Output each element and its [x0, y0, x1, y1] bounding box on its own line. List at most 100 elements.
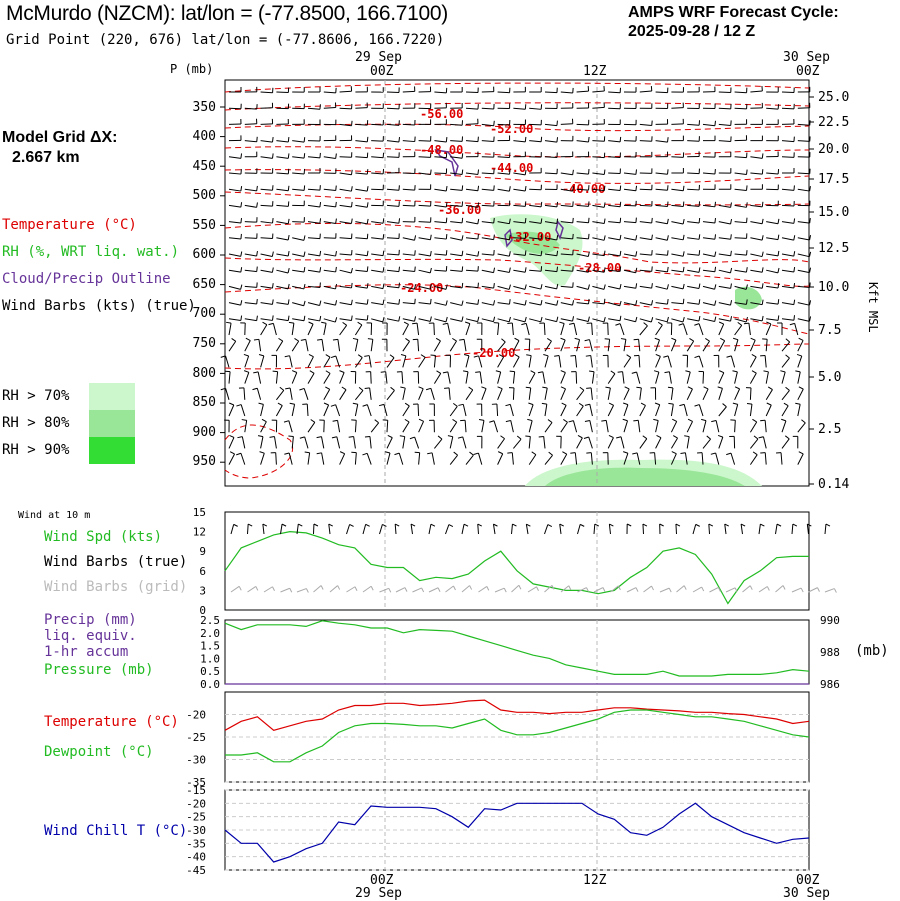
- wind-barb-flag: [367, 299, 368, 304]
- wind-barb-flag: [620, 137, 621, 142]
- wind-barb-flag: [333, 339, 338, 340]
- wind-barb-staff: [608, 173, 620, 174]
- wind-barb-flag: [510, 169, 511, 174]
- wind-barb-staff: [513, 238, 525, 239]
- wind-barb-flag: [367, 266, 368, 271]
- wind-barb-flag: [525, 250, 526, 255]
- precip-y-label: 2.0: [200, 627, 220, 640]
- wind-barb-flag: [478, 169, 479, 174]
- wind-barb-flag: [273, 137, 274, 142]
- wind-barb-flag: [241, 153, 242, 158]
- wind-barb-flag: [367, 315, 368, 320]
- pressure-y-label: 988: [820, 646, 840, 659]
- wind-barb-flag: [667, 267, 668, 272]
- wind-barb-flag: [668, 387, 673, 388]
- wind-barb-staff: [261, 205, 273, 206]
- wind-barb-staff: [229, 108, 241, 109]
- wind-barb-staff: [498, 124, 510, 125]
- wind-barb-flag: [762, 202, 763, 207]
- wind-barb-flag: [810, 300, 811, 305]
- wind-barb-flag: [365, 436, 370, 437]
- wind-barb-flag: [620, 266, 621, 271]
- wind-barb-flag: [539, 436, 544, 437]
- wind-barb-flag: [554, 356, 559, 357]
- wind-barb-flag: [747, 185, 748, 190]
- wind-barb-flag: [494, 283, 495, 288]
- wind-barb-staff: [735, 92, 747, 93]
- wind-barb-flag: [462, 185, 463, 190]
- temp-y-label: -20: [186, 709, 206, 722]
- wind-barb-flag: [288, 137, 289, 142]
- wind-barb-flag: [652, 218, 653, 223]
- wind-barb-flag: [541, 202, 542, 207]
- wind-barb-flag: [778, 299, 779, 304]
- wind-barb-flag: [383, 234, 384, 239]
- wind-barb-staff: [498, 157, 510, 158]
- wind-barb-flag: [289, 322, 294, 323]
- wind-barb-flag: [273, 371, 278, 372]
- wind-barb-flag: [336, 202, 337, 207]
- wind-barb-flag: [668, 137, 669, 142]
- precip-panel-frame: [225, 620, 809, 684]
- wind-barb-flag: [399, 218, 400, 223]
- wind-barb-flag: [762, 153, 763, 158]
- wind-barb-staff: [671, 157, 683, 158]
- wind-barb-staff: [403, 124, 415, 125]
- wind-barb-staff: [513, 388, 514, 400]
- wind-barb-staff: [608, 108, 620, 109]
- wind-barb-staff: [782, 205, 794, 206]
- wind-barb-staff: [798, 173, 810, 174]
- wind-barb-staff: [719, 108, 731, 109]
- wind-barb-staff: [687, 173, 699, 174]
- isotherm-label: -52.00: [490, 122, 533, 136]
- wind-barb-flag: [794, 283, 795, 288]
- wind-barb-staff: [434, 323, 435, 335]
- wind-barb-staff: [466, 124, 478, 125]
- temp-y-label: -25: [186, 731, 206, 744]
- wind-barb-flag: [557, 267, 558, 272]
- wind-barb-flag: [699, 234, 700, 239]
- wind-barb-flag: [365, 388, 370, 389]
- wind-barb-flag: [589, 371, 594, 372]
- wind-barb-flag: [478, 234, 479, 239]
- wind-barb-flag: [412, 323, 417, 324]
- wind-barb-flag: [570, 355, 575, 356]
- wind-barb-flag: [731, 234, 732, 239]
- wind-barb-flag: [446, 202, 447, 207]
- wind-barb-flag: [462, 218, 463, 223]
- precip-y-label: 0.5: [200, 665, 220, 678]
- wind-barb-flag: [744, 323, 749, 324]
- wind-panel-frame: [225, 512, 809, 610]
- wind-barb-staff: [245, 222, 257, 223]
- wind-barb-staff: [371, 372, 372, 384]
- isotherm-label: -32.00: [508, 230, 551, 244]
- wind-barb-flag: [415, 267, 416, 272]
- wind-barb-flag: [747, 170, 748, 175]
- wind-barb-flag: [381, 372, 386, 373]
- wind-barb-staff: [419, 141, 431, 142]
- wind-barb-flag: [257, 186, 258, 191]
- wind-barb-staff: [782, 157, 794, 158]
- wind-barb-staff: [276, 92, 288, 93]
- wind-barb-staff: [624, 141, 636, 142]
- surface-barb-grid: [809, 588, 818, 592]
- wind-barb-flag: [668, 299, 669, 304]
- wind-barb-flag: [320, 202, 321, 207]
- wind-barb-flag: [446, 234, 447, 239]
- wind-barb-flag: [633, 420, 638, 421]
- wind-barb-flag: [747, 403, 752, 404]
- wind-barb-flag: [715, 234, 716, 239]
- surface-barb-true: [709, 524, 710, 534]
- wind-barb-flag: [368, 339, 373, 340]
- wind-y-label: 9: [199, 545, 206, 558]
- wind-barb-flag: [541, 137, 542, 142]
- wind-barb-flag: [399, 137, 400, 142]
- wind-barb-staff: [544, 323, 545, 335]
- wind-barb-flag: [241, 218, 242, 223]
- wind-barb-flag: [304, 137, 305, 142]
- precip-y-label: 1.0: [200, 652, 220, 665]
- wind-barb-staff: [418, 404, 419, 416]
- wind-barb-flag: [604, 251, 605, 256]
- wind-barb-flag: [352, 121, 353, 126]
